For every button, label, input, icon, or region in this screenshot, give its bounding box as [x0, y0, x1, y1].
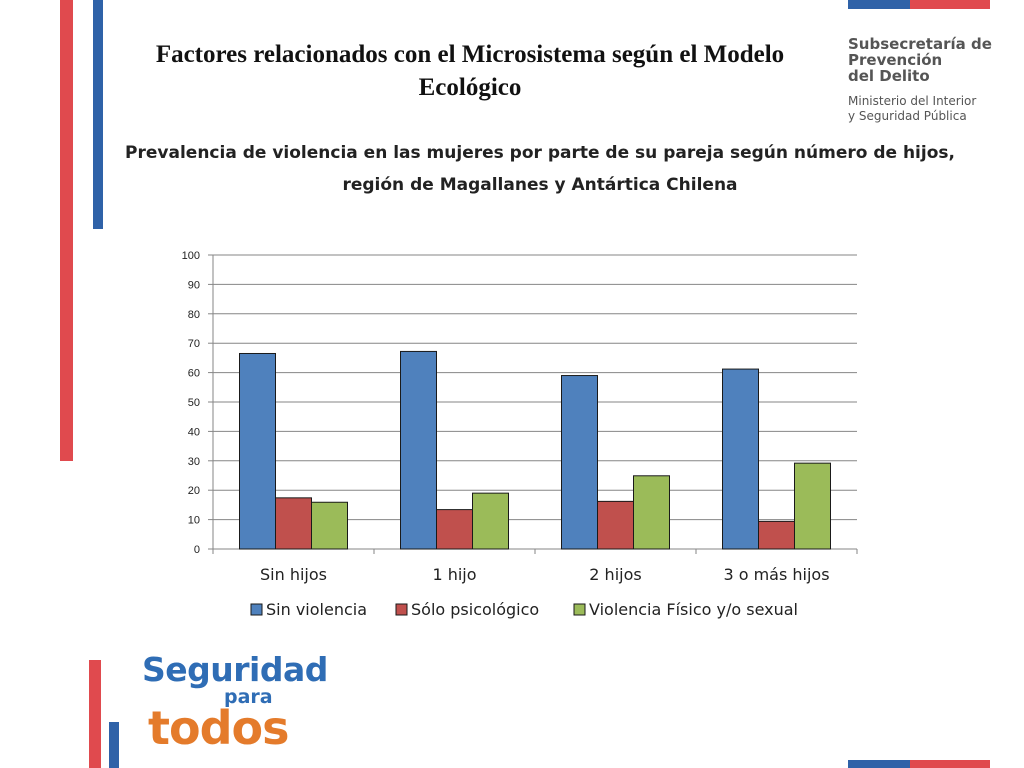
bottom-left-red-stripe	[89, 660, 101, 768]
chart-title-line-1: Prevalencia de violencia en las mujeres …	[125, 143, 955, 163]
top-left-red-stripe	[60, 0, 73, 461]
slide-title: Factores relacionados con el Microsistem…	[155, 41, 785, 101]
logo-word-seguridad: Seguridad	[142, 650, 328, 689]
y-tick-label: 40	[188, 426, 200, 438]
legend-swatch	[395, 603, 408, 616]
logo-line-5: y Seguridad Pública	[848, 109, 967, 123]
subsecretaria-logo: Subsecretaría de Prevención del Delito M…	[848, 36, 1018, 124]
top-right-red-stripe	[910, 0, 990, 9]
x-tick-label: 3 o más hijos	[723, 565, 829, 584]
x-tick-label: 1 hijo	[432, 565, 476, 584]
legend-label: Sólo psicológico	[411, 600, 539, 619]
bar-1	[400, 350, 437, 550]
logo-line-4: Ministerio del Interior	[848, 94, 977, 108]
legend-label: Violencia Físico y/o sexual	[589, 600, 798, 619]
bar-3	[311, 501, 348, 550]
y-tick-label: 60	[188, 368, 200, 380]
bar-1	[561, 375, 598, 550]
bottom-right-blue-stripe	[848, 760, 910, 768]
bar-3	[794, 462, 831, 550]
bar-2	[275, 497, 312, 550]
legend-swatch	[250, 603, 263, 616]
bar-2	[758, 520, 795, 550]
bottom-left-blue-stripe	[109, 722, 119, 768]
logo-line-3: del Delito	[848, 67, 930, 85]
chart-title: Prevalencia de violencia en las mujeres …	[110, 137, 970, 201]
y-tick-label: 10	[188, 515, 200, 527]
bar-1	[722, 368, 759, 550]
bottom-right-red-stripe	[910, 760, 990, 768]
y-tick-label: 70	[188, 338, 200, 350]
y-tick-label: 20	[188, 485, 200, 497]
logo-word-todos: todos	[148, 701, 290, 755]
x-tick-label: 2 hijos	[589, 565, 641, 584]
seguridad-para-todos-logo: Seguridad para todos	[142, 650, 342, 755]
logo-line-2: Prevención	[848, 51, 943, 69]
chart-title-line-2: región de Magallanes y Antártica Chilena	[342, 175, 738, 195]
logo-word-para: para	[224, 686, 273, 708]
legend-swatch	[573, 603, 586, 616]
top-right-blue-stripe	[848, 0, 910, 9]
y-tick-label: 0	[194, 544, 200, 556]
y-tick-label: 30	[188, 456, 200, 468]
bar-2	[597, 500, 634, 550]
y-tick-label: 50	[188, 397, 200, 409]
y-tick-label: 80	[188, 309, 200, 321]
top-left-blue-stripe	[93, 0, 103, 229]
bar-1	[239, 352, 276, 550]
x-tick-label: Sin hijos	[260, 565, 327, 584]
bar-3	[472, 492, 509, 550]
legend-label: Sin violencia	[266, 600, 367, 619]
y-tick-label: 100	[182, 250, 200, 262]
bar-2	[436, 509, 473, 550]
logo-line-1: Subsecretaría de	[848, 35, 992, 53]
bar-3	[633, 475, 670, 550]
y-tick-label: 90	[188, 279, 200, 291]
